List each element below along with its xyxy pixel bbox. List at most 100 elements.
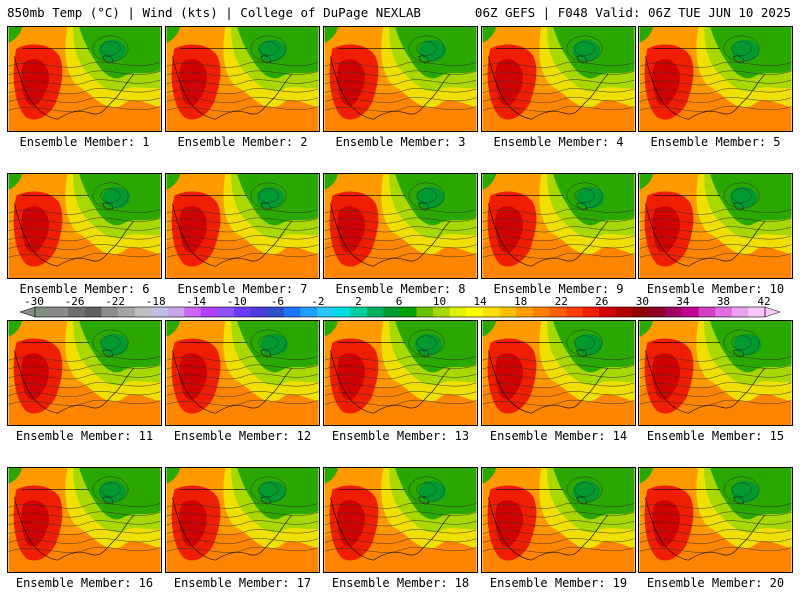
colorbar-outline xyxy=(34,306,766,318)
colorbar-swatch xyxy=(184,307,202,317)
temperature-map xyxy=(638,467,793,573)
colorbar-tick-label: -26 xyxy=(64,295,85,308)
colorbar-swatch xyxy=(433,307,451,317)
ensemble-member-label: Ensemble Member: 6 xyxy=(19,282,150,296)
colorbar-swatch xyxy=(449,307,467,317)
ensemble-member-panel: Ensemble Member: 18 xyxy=(323,467,478,590)
colorbar-tick-label: -10 xyxy=(226,295,247,308)
colorbar-swatch xyxy=(35,307,52,317)
colorbar-swatch xyxy=(350,307,368,317)
temperature-map xyxy=(638,26,793,132)
ensemble-member-label: Ensemble Member: 15 xyxy=(646,429,785,443)
header: 850mb Temp (°C) | Wind (kts) | College o… xyxy=(0,0,800,24)
ensemble-member-label: Ensemble Member: 12 xyxy=(173,429,312,443)
ensemble-member-panel: Ensemble Member: 12 xyxy=(165,320,320,443)
colorbar-arrow-right xyxy=(764,306,781,318)
ensemble-member-label: Ensemble Member: 4 xyxy=(493,135,624,149)
colorbar-tick-label: 38 xyxy=(716,295,731,308)
ensemble-member-label: Ensemble Member: 14 xyxy=(489,429,628,443)
ensemble-member-panel: Ensemble Member: 4 xyxy=(481,26,636,149)
colorbar-tick-label: 10 xyxy=(432,295,447,308)
ensemble-member-label: Ensemble Member: 16 xyxy=(15,576,154,590)
colorbar-swatch xyxy=(466,307,484,317)
temperature-map xyxy=(323,320,478,426)
temperature-map xyxy=(481,467,636,573)
colorbar-swatch xyxy=(599,307,617,317)
temperature-map xyxy=(7,26,162,132)
colorbar-swatch xyxy=(151,307,169,317)
ensemble-member-panel: Ensemble Member: 20 xyxy=(638,467,793,590)
colorbar-swatch xyxy=(167,307,185,317)
colorbar-swatch xyxy=(549,307,567,317)
ensemble-member-label: Ensemble Member: 17 xyxy=(173,576,312,590)
colorbar-labels: -30 -26 -22 -18 -14 -10 -6 -2 2 6 10 14 18 22 26 30 34 38… xyxy=(0,296,800,307)
colorbar-swatch xyxy=(84,307,102,317)
colorbar-tick-label: -6 xyxy=(270,295,284,308)
colorbar-swatch xyxy=(615,307,633,317)
colorbar-scale xyxy=(19,306,781,318)
colorbar-tick-label: 30 xyxy=(635,295,649,308)
colorbar-tick-label: -14 xyxy=(186,295,207,308)
colorbar-tick-label: 6 xyxy=(395,295,403,308)
ensemble-member-label: Ensemble Member: 8 xyxy=(335,282,466,296)
colorbar-swatch xyxy=(267,307,285,317)
colorbar-swatch xyxy=(731,307,749,317)
colorbar-swatch xyxy=(665,307,683,317)
colorbar-swatch xyxy=(416,307,434,317)
colorbar-swatch xyxy=(532,307,550,317)
colorbar-swatch xyxy=(134,307,152,317)
colorbar-swatch xyxy=(482,307,500,317)
temperature-map xyxy=(323,173,478,279)
ensemble-member-panel: Ensemble Member: 16 xyxy=(7,467,162,590)
ensemble-member-label: Ensemble Member: 20 xyxy=(646,576,785,590)
colorbar-swatch xyxy=(715,307,733,317)
temperature-map xyxy=(481,173,636,279)
ensemble-member-panel: Ensemble Member: 1 xyxy=(7,26,162,149)
colorbar-swatch xyxy=(366,307,384,317)
temperature-map xyxy=(7,173,162,279)
ensemble-member-panel: Ensemble Member: 3 xyxy=(323,26,478,149)
ensemble-member-panel: Ensemble Member: 6 xyxy=(7,173,162,296)
map-title: 850mb Temp (°C) | Wind (kts) | College o… xyxy=(7,5,421,20)
ensemble-member-panel: Ensemble Member: 7 xyxy=(165,173,320,296)
ensemble-member-label: Ensemble Member: 19 xyxy=(489,576,628,590)
colorbar-swatch xyxy=(250,307,268,317)
temperature-map xyxy=(638,173,793,279)
ensemble-member-panel: Ensemble Member: 10 xyxy=(638,173,793,296)
temperature-map xyxy=(165,320,320,426)
ensemble-member-panel: Ensemble Member: 5 xyxy=(638,26,793,149)
temperature-colorbar: -30 -26 -22 -18 -14 -10 -6 -2 2 6 10 14 18 22 26 30 34 38… xyxy=(0,296,800,318)
temperature-map xyxy=(165,173,320,279)
colorbar-swatch xyxy=(234,307,252,317)
colorbar-tick-label: -22 xyxy=(105,295,126,308)
colorbar-swatch xyxy=(565,307,583,317)
colorbar-swatch xyxy=(317,307,335,317)
colorbar-swatch xyxy=(217,307,235,317)
colorbar-tick-label: 14 xyxy=(473,295,487,308)
colorbar-swatch xyxy=(117,307,135,317)
colorbar-arrow-left xyxy=(19,306,36,318)
colorbar-swatch xyxy=(648,307,666,317)
ensemble-member-label: Ensemble Member: 10 xyxy=(646,282,785,296)
ensemble-member-panel: Ensemble Member: 9 xyxy=(481,173,636,296)
model-valid-time: 06Z GEFS | F048 Valid: 06Z TUE JUN 10 20… xyxy=(474,5,791,20)
ensemble-member-label: Ensemble Member: 5 xyxy=(650,135,781,149)
colorbar-swatch xyxy=(516,307,534,317)
colorbar-swatch xyxy=(499,307,517,317)
colorbar-swatch xyxy=(300,307,318,317)
temperature-map xyxy=(638,320,793,426)
colorbar-swatch xyxy=(748,307,766,317)
colorbar-swatch xyxy=(632,307,650,317)
colorbar-tick-label: 22 xyxy=(554,295,568,308)
ensemble-member-panel: Ensemble Member: 14 xyxy=(481,320,636,443)
ensemble-member-panel: Ensemble Member: 19 xyxy=(481,467,636,590)
temperature-map xyxy=(7,320,162,426)
colorbar-swatch xyxy=(582,307,600,317)
colorbar-swatch xyxy=(51,307,69,317)
temperature-map xyxy=(7,467,162,573)
ensemble-member-panel: Ensemble Member: 13 xyxy=(323,320,478,443)
colorbar-swatch xyxy=(383,307,401,317)
ensemble-member-panel: Ensemble Member: 2 xyxy=(165,26,320,149)
temperature-map xyxy=(481,26,636,132)
colorbar-tick-label: -18 xyxy=(145,295,166,308)
